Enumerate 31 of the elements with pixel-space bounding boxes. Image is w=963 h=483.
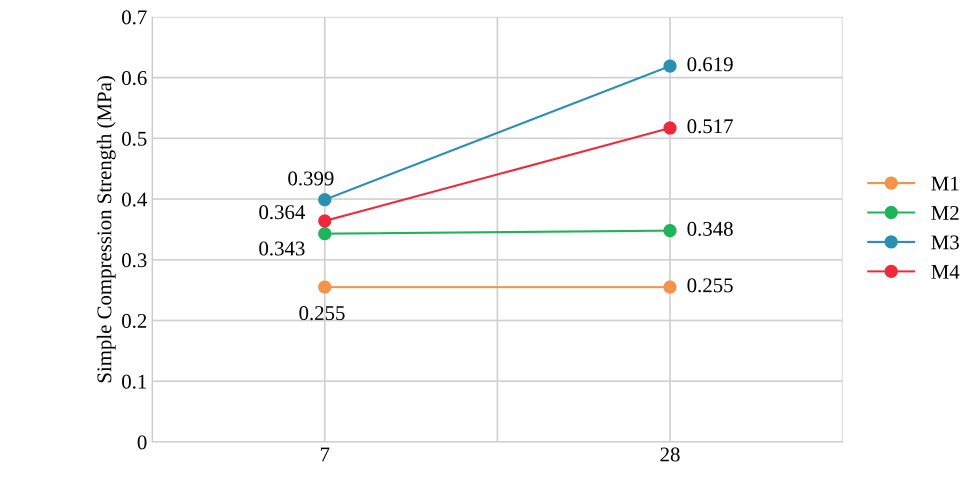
data-label: 0.348 — [687, 222, 733, 236]
point — [663, 121, 677, 135]
y-tick-label: 0.1 — [122, 374, 146, 389]
legend-label: M3 — [931, 235, 959, 250]
y-tick-label: 0.7 — [122, 10, 147, 24]
data-label: 0.517 — [687, 119, 733, 134]
point — [318, 280, 332, 294]
y-tick-label: 0.6 — [122, 71, 147, 86]
y-tick-label: 0.5 — [122, 132, 146, 146]
data-label: 0.619 — [687, 57, 733, 72]
point — [663, 224, 677, 238]
y-tick-label: 0.3 — [122, 253, 146, 268]
data-label: 0.255 — [687, 278, 733, 292]
y-tick-label: 0 — [138, 435, 146, 450]
point — [663, 59, 677, 73]
x-tick-label: 7 — [320, 448, 330, 462]
y-tick-label: 0.4 — [122, 192, 147, 207]
y-tick-label: 0.2 — [122, 314, 146, 328]
point — [318, 214, 332, 228]
data-label: 0.364 — [259, 205, 305, 220]
point — [663, 280, 677, 294]
legend-label: M1 — [931, 176, 958, 190]
data-label: 0.343 — [259, 242, 305, 256]
legend-label: M2 — [931, 206, 959, 220]
y-axis-title: Simple Compression Strength (MPa) — [96, 76, 116, 382]
legend-label: M4 — [931, 264, 960, 279]
x-tick-label: 28 — [660, 447, 680, 462]
data-label: 0.255 — [299, 306, 345, 320]
point — [318, 227, 332, 240]
data-label: 0.399 — [288, 171, 334, 186]
point — [318, 193, 332, 206]
